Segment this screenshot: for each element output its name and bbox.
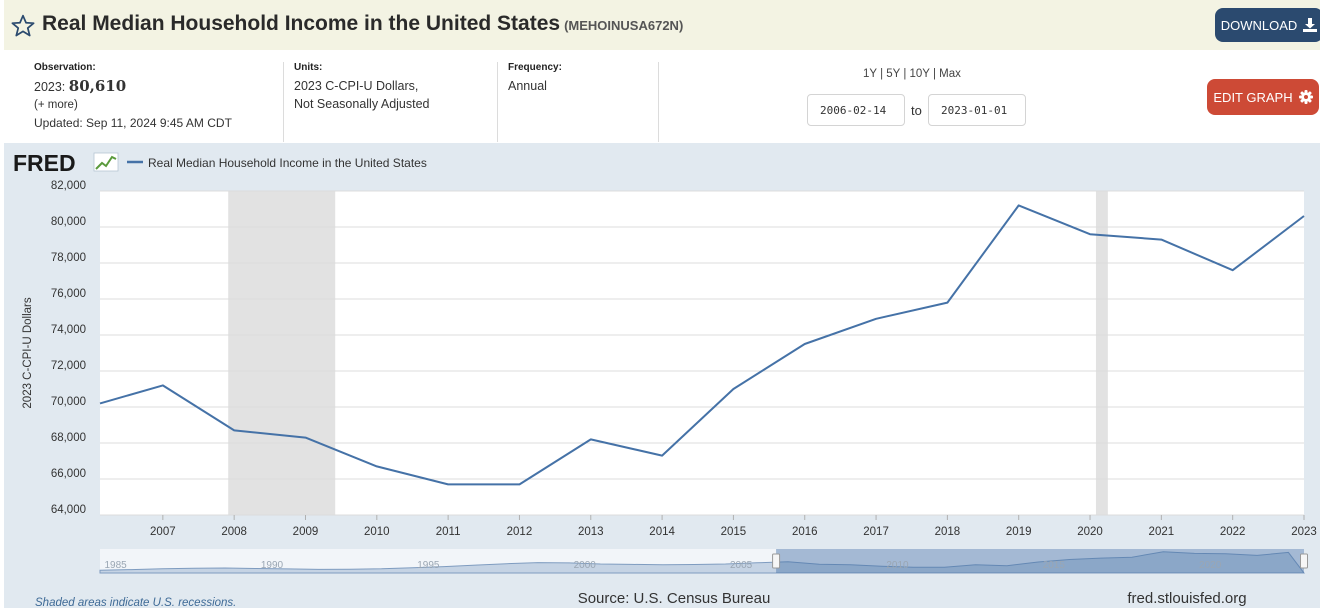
x-tick-label: 2009 (293, 526, 319, 538)
range-5y-button[interactable]: 5Y (886, 68, 901, 80)
navigator-year-label: 2000 (574, 560, 597, 571)
x-tick-label: 2008 (221, 526, 247, 538)
series-title: Real Median Household Income in the Unit… (42, 12, 561, 35)
download-icon (1303, 18, 1318, 32)
y-tick-label: 70,000 (51, 396, 86, 408)
navigator-handle[interactable] (1300, 553, 1308, 569)
edit-graph-button[interactable]: EDIT GRAPH (1207, 79, 1319, 115)
series-id: (MEHOINUSA672N) (564, 18, 684, 33)
graph-panel: FRED Real Median Household Income in the… (4, 143, 1320, 608)
x-tick-label: 2012 (507, 526, 533, 538)
y-tick-label: 72,000 (51, 360, 86, 372)
x-tick-label: 2015 (721, 526, 747, 538)
x-tick-label: 2018 (935, 526, 961, 538)
recession-band (1095, 191, 1108, 515)
navigator-year-label: 1990 (261, 560, 284, 571)
observation-year: 2023: (34, 80, 66, 94)
x-tick-label: 2017 (863, 526, 889, 538)
info-divider (283, 62, 284, 142)
frequency-value: Annual (508, 79, 547, 93)
gear-icon (1298, 90, 1313, 104)
range-max-button[interactable]: Max (939, 68, 961, 80)
x-tick-label: 2022 (1220, 526, 1246, 538)
download-button[interactable]: DOWNLOAD (1215, 8, 1320, 42)
navigator-year-label: 1985 (105, 560, 128, 571)
navigator-year-label: 2010 (886, 560, 909, 571)
x-tick-label: 2011 (436, 526, 461, 538)
navigator-year-label: 2005 (730, 560, 753, 571)
x-tick-label: 2023 (1291, 526, 1317, 538)
end-date-input[interactable] (928, 94, 1026, 126)
units-line2: Not Seasonally Adjusted (294, 97, 430, 111)
y-tick-label: 68,000 (51, 432, 86, 444)
navigator-year-label: 1995 (417, 560, 440, 571)
fred-logo-text: FRED (13, 150, 76, 176)
source-text: Source: U.S. Census Bureau (578, 590, 771, 607)
x-tick-label: 2007 (150, 526, 176, 538)
frequency-block: Frequency: Annual (508, 62, 562, 95)
range-10y-button[interactable]: 10Y (909, 68, 930, 80)
series-line (99, 204, 1305, 486)
more-link[interactable]: (+ more) (34, 99, 78, 111)
to-label: to (911, 103, 922, 118)
observation-block: Observation: 2023: 80,610 (+ more) Updat… (34, 62, 232, 132)
y-tick-label: 64,000 (51, 504, 86, 516)
x-tick-label: 2010 (364, 526, 390, 538)
x-tick-label: 2016 (792, 526, 818, 538)
x-tick-label: 2020 (1077, 526, 1103, 538)
title-bar: Real Median Household Income in the Unit… (4, 0, 1320, 50)
legend-label: Real Median Household Income in the Unit… (148, 156, 427, 170)
navigator[interactable]: 1985 1990 1995 2000 2005 2010 2015 2020 (99, 549, 1308, 574)
units-label: Units: (294, 62, 323, 73)
updated-text: Updated: Sep 11, 2024 9:45 AM CDT (34, 116, 232, 130)
y-tick-label: 82,000 (51, 180, 86, 192)
range-buttons: 1Y | 5Y | 10Y | Max (863, 68, 961, 80)
frequency-label: Frequency: (508, 62, 562, 73)
recession-note: Shaded areas indicate U.S. recessions. (35, 597, 236, 608)
navigator-selection (776, 549, 1304, 573)
y-tick-label: 80,000 (51, 216, 86, 228)
y-tick-label: 74,000 (51, 324, 86, 336)
x-tick-label: 2013 (578, 526, 604, 538)
navigator-area (99, 551, 1306, 574)
info-divider (658, 62, 659, 142)
x-tick-label: 2014 (649, 526, 675, 538)
star-icon[interactable] (10, 13, 36, 39)
page-title: Real Median Household Income in the Unit… (42, 12, 683, 36)
observation-value: 80,610 (68, 77, 127, 95)
fred-logo-line (95, 155, 117, 170)
line-chart: FRED Real Median Household Income in the… (13, 150, 1317, 608)
units-line1: 2023 C-CPI-U Dollars, (294, 79, 419, 93)
fred-logo: FRED (13, 150, 119, 176)
y-tick-label: 66,000 (51, 468, 86, 480)
edit-graph-label: EDIT GRAPH (1213, 89, 1293, 105)
start-date-input[interactable] (807, 94, 905, 126)
site-link[interactable]: fred.stlouisfed.org (1127, 590, 1246, 607)
navigator-year-label: 2015 (1043, 560, 1066, 571)
y-tick-label: 78,000 (51, 252, 86, 264)
x-tick-label: 2021 (1149, 526, 1175, 538)
y-axis-label: 2023 C-CPI-U Dollars (22, 297, 34, 408)
download-label: DOWNLOAD (1220, 17, 1298, 33)
units-block: Units: 2023 C-CPI-U Dollars, Not Seasona… (294, 62, 430, 113)
navigator-handle[interactable] (772, 553, 781, 569)
y-tick-label: 76,000 (51, 288, 86, 300)
observation-line: 2023: 80,610 (34, 77, 232, 96)
navigator-year-label: 2020 (1199, 560, 1222, 571)
range-1y-button[interactable]: 1Y (863, 68, 877, 80)
observation-label: Observation: (34, 62, 96, 73)
recession-band (228, 191, 336, 515)
x-tick-label: 2019 (1006, 526, 1032, 538)
info-divider (497, 62, 498, 142)
